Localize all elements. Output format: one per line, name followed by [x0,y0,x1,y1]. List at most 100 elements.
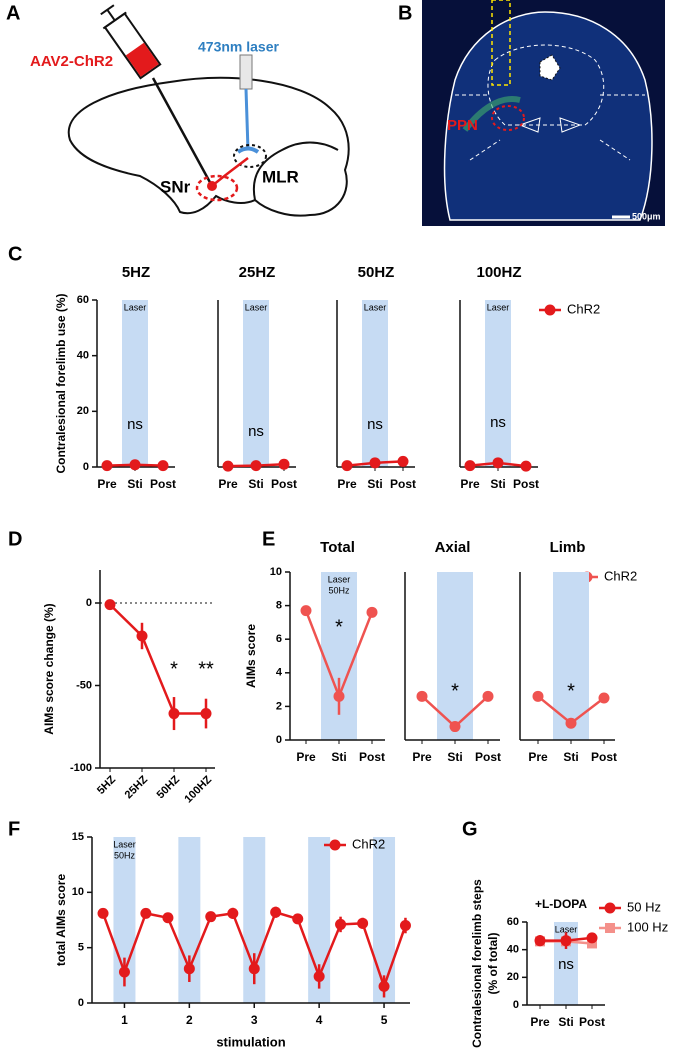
laser-band [113,837,136,1003]
y-tick-label: 60 [507,916,519,928]
aqueduct [539,54,561,81]
legend-marker [329,839,341,851]
annotation: * [335,616,343,638]
x-tick-label: Pre [296,750,316,764]
panel-a: A AAV2-ChR2 473nm laser SNr MLR [6,2,350,217]
data-point [162,912,174,924]
brain-outline [67,76,350,217]
data-point [532,690,544,702]
y-tick-label: 10 [72,886,84,898]
data-point [482,690,494,702]
x-tick-label: Pre [218,477,238,491]
y-tick-label: 0 [83,461,89,473]
x-tick-label: 1 [121,1013,128,1027]
data-point [104,599,116,611]
needle [151,77,214,187]
data-point [300,605,312,617]
region-outline [487,44,605,126]
data-point [270,906,282,918]
x-tick-label: 5 [381,1013,388,1027]
data-point [140,907,152,919]
data-point [250,460,262,472]
ppn-region [491,105,525,131]
x-tick-label: 100HZ [182,774,214,806]
legend-label: ChR2 [604,568,637,583]
x-tick-label: Pre [412,750,432,764]
data-point [357,917,369,929]
y-tick-label: 40 [77,350,89,362]
x-tick-label: Post [591,750,617,764]
laser-label: Laser [113,839,136,849]
tract-outline [518,117,582,133]
annotation: ** [198,658,214,680]
x-tick-label: Sti [558,1015,573,1029]
x-tick-label: 3 [251,1013,258,1027]
chart-title: 5HZ [122,264,150,281]
panel-b: B PPN 500μm [398,0,665,226]
y-axis-label: AIMs score [244,624,258,688]
data-point [565,717,577,729]
annotation: * [170,658,178,680]
fluorescence [462,96,521,132]
laser-label: Laser [328,574,351,584]
projection [211,157,249,187]
laser-band [178,837,201,1003]
data-point [335,918,347,930]
x-tick-label: Post [579,1015,605,1029]
light-cone [236,146,260,154]
legend-label: ChR2 [567,301,600,316]
x-tick-label: Sti [490,477,505,491]
data-point [378,980,390,992]
data-point [587,938,597,949]
y-tick-label: 8 [276,600,282,612]
data-point [118,966,130,978]
y-axis-label: Contralesional forelimb steps [470,879,484,1048]
legend-label: ChR2 [352,836,385,851]
chart-title: Limb [550,539,586,556]
x-tick-label: Post [150,477,176,491]
legend-marker [544,304,556,316]
legend-label: 50 Hz [627,899,661,914]
laser-label: 50Hz [114,850,136,860]
data-point [101,460,113,472]
data-point [129,459,141,471]
y-tick-label: 6 [276,633,282,645]
x-tick-label: Post [390,477,416,491]
y-axis-label: Contralesional forelimb use (%) [54,293,68,473]
chart-title: 50HZ [358,264,395,281]
laser-label: Laser [487,302,510,312]
virus-label: AAV2-ChR2 [30,53,113,70]
y-tick-label: 2 [276,700,282,712]
x-tick-label: Sti [447,750,462,764]
laser-band [485,300,511,467]
data-point [492,457,504,469]
y-axis-label: (% of total) [486,933,500,995]
y-axis-label: AIMs score change (%) [42,603,56,734]
x-tick-label: Pre [460,477,480,491]
chart-title: 25HZ [239,264,276,281]
data-point [278,458,290,470]
x-tick-label: 4 [316,1013,323,1027]
y-tick-label: 0 [78,997,84,1009]
panel-letter: B [398,2,412,24]
data-point [586,932,598,944]
y-tick-label: -50 [76,679,92,691]
laser-label: Laser [124,302,147,312]
x-tick-label: Post [359,750,385,764]
y-tick-label: 10 [270,566,282,578]
laser-band [243,837,266,1003]
panel-letter: C [8,243,22,265]
panel-letter: E [262,528,275,550]
y-axis-label: total AIMs score [54,874,68,967]
legend-label: 100 Hz [627,919,668,934]
data-point [399,920,411,932]
x-tick-label: Pre [337,477,357,491]
laser-band [373,837,396,1003]
data-point [313,970,325,982]
data-point [157,460,169,472]
data-point [366,606,378,618]
y-tick-label: 0 [276,734,282,746]
series-line [109,603,206,715]
y-tick-label: 5 [78,942,84,954]
laser-label: 50Hz [328,585,350,595]
